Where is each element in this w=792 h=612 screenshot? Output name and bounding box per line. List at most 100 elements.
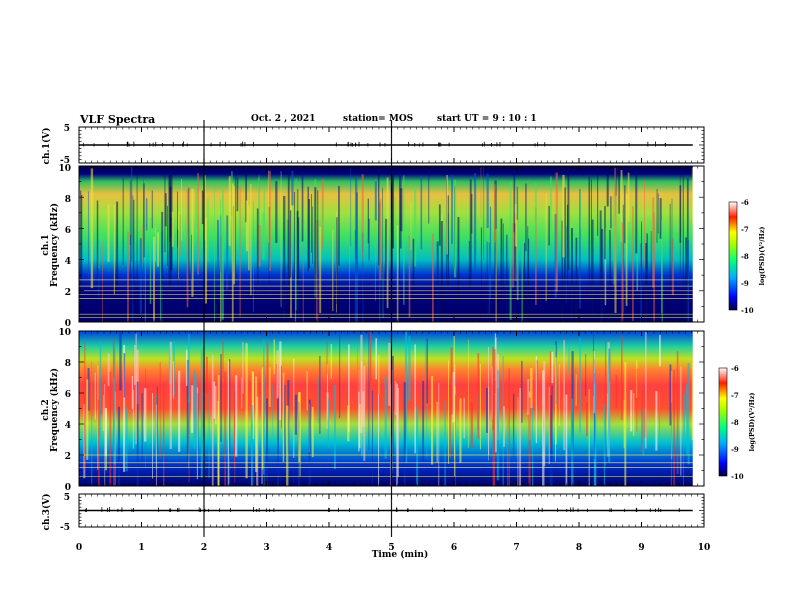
ch2-spec-ytick-0: 0 — [65, 483, 71, 493]
ch1_spectrogram-streak — [167, 204, 169, 252]
ch1_spectrogram-streak — [473, 172, 477, 273]
ch1_spectrogram-streak — [301, 172, 304, 242]
ch1-ytick-bottom: -5 — [60, 156, 70, 166]
ch1_spectrogram-streak — [164, 175, 166, 253]
ch1-spec-ylabel-line1: ch.1 — [41, 234, 51, 255]
xtick-7: 7 — [513, 543, 519, 553]
ch2_spectrogram-streak — [266, 342, 269, 385]
ch1_spectrogram-streak — [661, 220, 663, 314]
ch1_spectrogram-streak — [362, 232, 364, 322]
ch1_spectrogram-streak — [408, 235, 411, 318]
xtick-3: 3 — [263, 543, 269, 553]
ch1_spectrogram-streak — [469, 179, 472, 289]
ch1_spectrogram-streak — [316, 219, 319, 322]
ch1-cb-tick-9: -9 — [741, 279, 749, 288]
ch2_spectrogram-streak — [185, 349, 188, 386]
ch2_spectrogram-streak — [308, 399, 311, 486]
ch2_spectrogram-streak — [363, 365, 366, 461]
ch1_spectrogram-streak — [650, 230, 652, 322]
ch1_spectrogram-streak — [178, 211, 179, 279]
ch1_spectrogram-streak — [201, 190, 204, 225]
ch1_spectrogram-streak — [168, 172, 171, 294]
ch1_spectrogram-streak — [107, 204, 110, 262]
ch2_spectrogram-streak — [272, 384, 274, 438]
ch2_spectrogram-streak — [604, 339, 607, 467]
ch2_spectrogram-streak — [512, 393, 515, 458]
ch2_spectrogram-streak — [227, 360, 230, 486]
ch2_spectrogram-streak — [615, 374, 618, 409]
ch3-voltage-panel: ch.3(V) 5 -5 — [41, 493, 705, 533]
xtick-5: 5 — [388, 543, 394, 553]
ch1_spectrogram-streak — [143, 183, 145, 258]
ch1_spectrogram-streak — [263, 188, 266, 228]
ch2_spectrogram-streak — [358, 391, 360, 452]
ch2_spectrogram-streak — [217, 375, 220, 486]
ch2_spectrogram-streak — [279, 341, 282, 421]
ch2_spectrogram-streak — [144, 388, 147, 442]
ch2_spectrogram-streak — [636, 368, 638, 432]
ch1_spectrogram-streak — [566, 204, 569, 299]
ch1_spectrogram-streak — [513, 185, 514, 230]
ch1_spectrogram-streak — [96, 200, 99, 292]
ch1_spectrogram-streak — [258, 224, 261, 267]
ch1_spectrogram-streak — [618, 171, 620, 214]
ch2_spectrogram-streak — [485, 387, 488, 433]
ch1_spectrogram-streak — [129, 180, 131, 245]
ch1_spectrogram-streak — [679, 173, 681, 275]
ch2_spectrogram-streak — [571, 398, 574, 486]
ch1_spectrogram-streak — [382, 187, 383, 273]
ch1_spectrogram-streak — [555, 172, 558, 292]
xtick-10: 10 — [698, 543, 711, 553]
ch1_spectrogram-streak — [130, 234, 131, 322]
ch2_spectrogram-streak — [169, 341, 172, 450]
ch2-spec-ytick-labels: 0 2 4 6 8 10 — [58, 328, 71, 493]
ch1_spectrogram-streak — [133, 199, 135, 305]
ch2_spectrogram-streak — [388, 342, 391, 406]
ch1_spectrogram-streak — [410, 202, 412, 251]
ch2_spectrogram-streak — [319, 355, 321, 435]
xtick-0: 0 — [76, 543, 82, 553]
ch2_spectrogram-streak — [404, 331, 408, 463]
ch1_spectrogram-streak — [160, 227, 162, 322]
ch2_spectrogram-streak — [97, 365, 99, 471]
ch1_spectrogram-streak — [687, 240, 689, 322]
ch2-spec-ytick-6: 6 — [65, 390, 71, 400]
ch2_spectrogram-streak — [117, 406, 121, 486]
ch1_spectrogram-streak — [604, 206, 606, 260]
ch1_spectrogram-streak — [308, 199, 310, 269]
ch2_spectrogram-streak — [633, 393, 635, 437]
ch1_spectrogram-streak — [682, 170, 684, 288]
ch1_spectrogram-streak — [217, 220, 220, 274]
ch1_spectrogram-streak — [349, 241, 350, 322]
ch1_spectrogram-streak — [170, 175, 173, 271]
ch2_spectrogram-streak — [123, 353, 126, 398]
ch1_spectrogram-streak — [319, 227, 322, 314]
ch2_spectrogram-streak — [495, 337, 497, 453]
ch1_spectrogram-streak — [136, 166, 138, 280]
ch2_spectrogram-streak — [188, 398, 190, 483]
ch1-voltage-ylabel: ch.1(V) — [41, 128, 52, 165]
ch2_spectrogram-streak — [585, 354, 587, 397]
ch2_spectrogram-streak — [327, 364, 328, 420]
ch1_spectrogram-streak — [205, 217, 208, 304]
ch1_spectrogram-streak — [604, 228, 607, 306]
x-axis-tick-labels: 0 1 2 3 4 5 6 7 8 9 10 — [76, 543, 710, 553]
ch2_spectrogram-streak — [360, 334, 363, 434]
ch2_spectrogram-streak — [375, 338, 378, 380]
ch1_spectrogram-streak — [289, 210, 292, 278]
ch1_spectrogram-streak — [641, 221, 642, 322]
ch1_spectrogram-streak — [521, 234, 523, 322]
ch1_spectrogram-streak — [438, 204, 441, 246]
ch1_spectrogram-streak — [204, 175, 206, 241]
ch1_spectrogram-streak — [659, 198, 662, 239]
ch1_spectrogram-streak — [197, 172, 199, 275]
ch1-cb-tick-10: -10 — [741, 306, 754, 315]
ch1_spectrogram-streak — [151, 190, 153, 229]
ch1_spectrogram-streak — [90, 168, 94, 289]
ch2_spectrogram-streak — [645, 331, 647, 449]
ch1_spectrogram-streak — [139, 238, 142, 314]
ch2_spectrogram-streak — [156, 386, 158, 477]
ch2_spectrogram-streak — [135, 333, 137, 445]
ch1_spectrogram-streak — [171, 211, 174, 247]
ch1_spectrogram-streak — [524, 243, 526, 322]
